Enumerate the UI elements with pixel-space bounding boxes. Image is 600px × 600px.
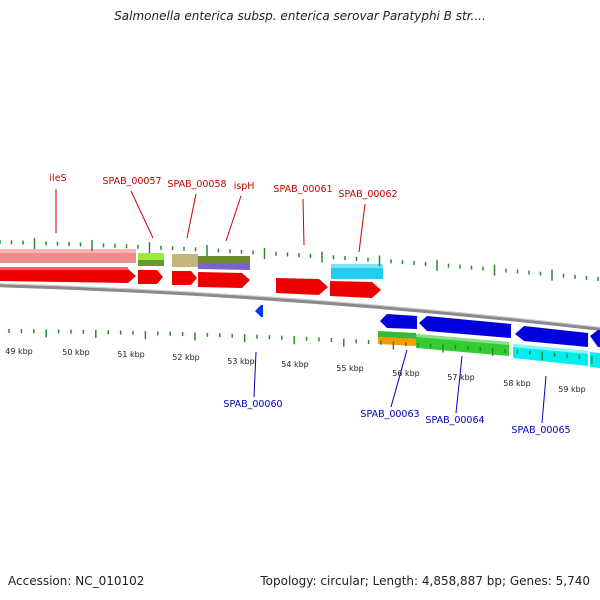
gene-leader-line: [541, 375, 547, 424]
lower-tick-track: [8, 329, 593, 364]
gene-label-group: ileS SPAB_00057 SPAB_00058 ispH SPAB_00061 SP…: [49, 173, 570, 436]
cds-arrow-00065: [515, 326, 588, 347]
gene-leader-line: [186, 193, 197, 239]
gene-leader-line: [225, 195, 242, 242]
gene-label: ispH: [234, 181, 255, 192]
cds-arrow-ispH: [198, 272, 250, 288]
gene-leader-line: [358, 203, 366, 253]
feature-00057-band-bottom: [138, 260, 164, 266]
feature-ispH-band-bottom: [198, 263, 250, 270]
scale-label: 55 kbp: [336, 364, 364, 373]
feature-00058-band: [172, 254, 198, 267]
reverse-cds-track: [255, 305, 600, 348]
scale-label: 57 kbp: [447, 373, 475, 382]
gene-label: SPAB_00063: [360, 409, 419, 420]
scale-label: 58 kbp: [503, 379, 531, 388]
backbone-line-highlight: [0, 283, 600, 328]
gene-leader-line: [455, 355, 463, 414]
cds-arrow-00063: [380, 314, 417, 329]
reverse-feature-band: [378, 331, 600, 368]
accession-text: Accession: NC_010102: [8, 574, 145, 588]
gene-label: SPAB_00060: [223, 399, 282, 410]
cds-arrow-00062: [330, 281, 381, 298]
gene-leader-line: [130, 190, 154, 239]
scale-label: 56 kbp: [392, 369, 420, 378]
scale-label-group: 49 kbp 50 kbp 51 kbp 52 kbp 53 kbp 54 kbp 55 k…: [5, 347, 586, 394]
cds-arrow-ileS: [0, 267, 136, 283]
cds-arrow-00058: [172, 271, 197, 285]
forward-cds-track: [0, 267, 381, 298]
gene-leader-line: [390, 349, 408, 408]
feature-ispH-band-top: [198, 256, 250, 263]
gene-label: SPAB_00062: [338, 189, 397, 200]
feature-00063-band-top: [378, 331, 416, 339]
feature-00057-band-top: [138, 253, 164, 260]
gene-label: ileS: [49, 173, 66, 184]
cds-arrow-00061: [276, 278, 328, 295]
cds-arrow-next: [590, 330, 600, 348]
scale-label: 59 kbp: [558, 385, 586, 394]
scale-label: 52 kbp: [172, 353, 200, 362]
map-title: Salmonella enterica subsp. enterica sero…: [114, 9, 486, 23]
feature-00064-band: [416, 334, 509, 356]
upper-tick-track: [0, 237, 599, 282]
gene-label: SPAB_00057: [102, 176, 161, 187]
scale-label: 49 kbp: [5, 347, 33, 356]
gene-leader-line: [302, 198, 305, 246]
scale-label: 51 kbp: [117, 350, 145, 359]
topology-text: Topology: circular; Length: 4,858,887 bp…: [260, 574, 590, 588]
gene-label: SPAB_00065: [511, 425, 570, 436]
gene-label: SPAB_00058: [167, 179, 226, 190]
cds-arrow-00057: [138, 270, 163, 284]
cds-arrow-00064: [419, 316, 511, 338]
scale-label: 54 kbp: [281, 360, 309, 369]
cds-arrow-00060: [255, 305, 263, 317]
scale-label: 53 kbp: [227, 357, 255, 366]
scale-label: 50 kbp: [62, 348, 90, 357]
backbone-line: [0, 283, 600, 331]
gene-leader-line: [253, 351, 257, 398]
gene-label: SPAB_00061: [273, 184, 332, 195]
gene-label: SPAB_00064: [425, 415, 484, 426]
